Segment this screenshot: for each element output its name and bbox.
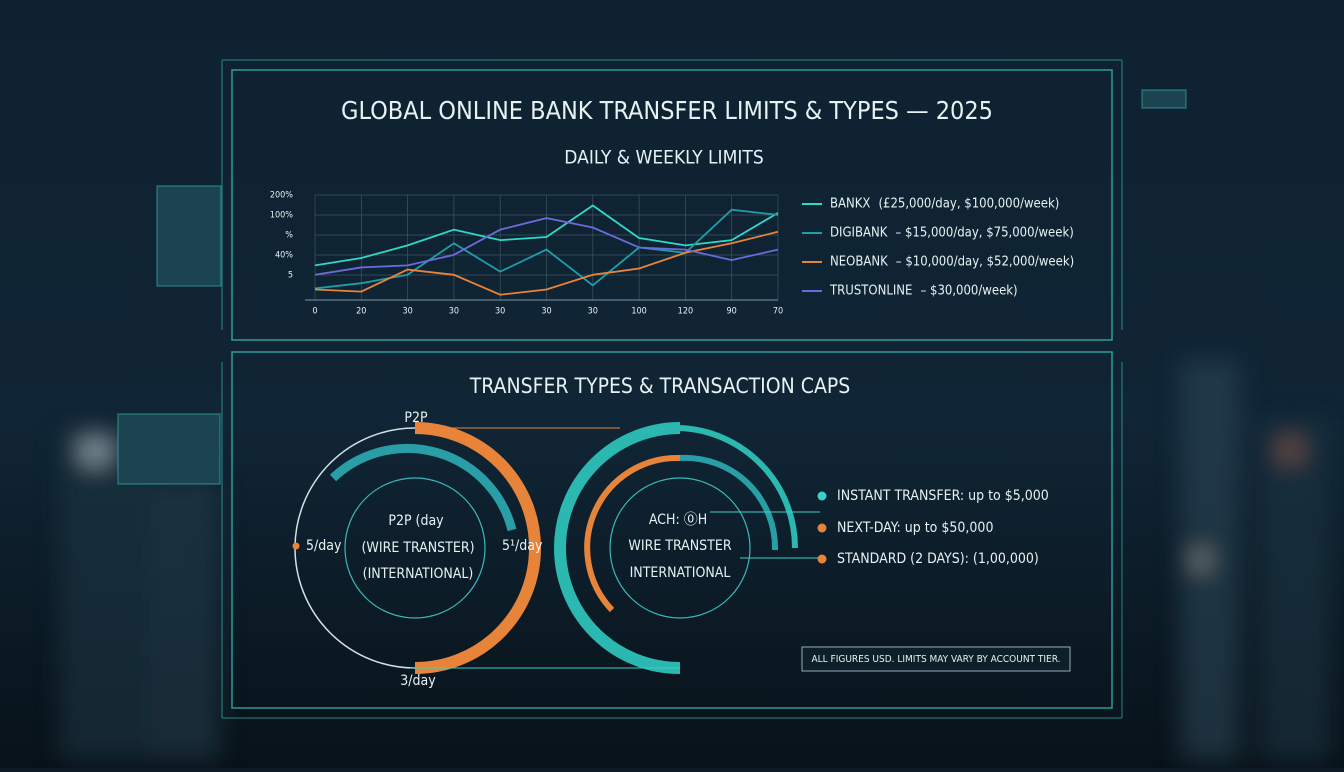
x-tick-label: 30 (449, 307, 459, 317)
series-line (314, 230, 779, 296)
legend-label: BANKX (830, 197, 870, 212)
ring-center: WIRE TRANSTER (628, 538, 731, 554)
legend-dot (817, 523, 827, 533)
legend-detail: – $10,000/day, $52,000/week) (896, 255, 1074, 270)
x-tick-label: 30 (402, 307, 412, 317)
x-tick-label: 20 (356, 307, 366, 317)
ring-center: (WIRE TRANSTER) (361, 540, 474, 556)
section-title: TRANSFER TYPES & TRANSACTION CAPS (469, 374, 851, 398)
ring-label: 5/day (306, 538, 342, 554)
footnote: ALL FIGURES USD. LIMITS MAY VARY BY ACCO… (812, 654, 1061, 665)
x-tick-label: 100 (631, 307, 646, 317)
x-tick-label: 30 (541, 307, 551, 317)
y-axis-label: % (285, 231, 293, 241)
ring-center: ACH: ⓪H (649, 512, 707, 528)
ring-center: P2P (day (388, 513, 444, 529)
title: GLOBAL ONLINE BANK TRANSFER LIMITS & TYP… (341, 96, 993, 125)
series-line (314, 204, 779, 267)
ring-center: INTERNATIONAL (630, 565, 731, 581)
ring-label: 3/day (400, 673, 436, 689)
x-tick-label: 30 (495, 307, 505, 317)
legend-text: STANDARD (2 DAYS): (1,00,000) (837, 551, 1039, 567)
legend-label: DIGIBANK (830, 226, 888, 241)
ring-label: P2P (404, 410, 428, 426)
subtitle: DAILY & WEEKLY LIMITS (564, 147, 763, 169)
y-axis-label: 40% (275, 251, 293, 261)
x-tick-label: 120 (678, 307, 693, 317)
y-axis-label: 5 (288, 271, 293, 281)
x-tick-label: 0 (312, 307, 317, 317)
footnote-box (801, 646, 1071, 672)
legend-text: INSTANT TRANSFER: up to $5,000 (837, 488, 1049, 504)
left-ring-labels: P2P 5/day 5¹/day 3/day P2P (day (WIRE TR… (306, 410, 1049, 689)
x-tick-label: 30 (588, 307, 598, 317)
x-tick-label: 90 (727, 307, 737, 317)
y-axis-label: 200% (270, 191, 293, 201)
legend-text: NEXT-DAY: up to $50,000 (837, 520, 993, 536)
line-chart: 200% 100%% 40% 5 0 20 30 30 30 30 30 100 120 90 70 BANK… (270, 191, 1074, 317)
dot (292, 542, 300, 550)
legend-label: NEOBANK (830, 255, 888, 270)
legend-detail: (£25,000/day, $100,000/week) (878, 197, 1059, 212)
y-axis-label: 100% (270, 211, 293, 221)
city-lights (60, 360, 1330, 760)
legend-dot (817, 491, 827, 501)
x-tick-label: 70 (773, 307, 783, 317)
legend-detail: – $30,000/week) (920, 284, 1017, 299)
ring-center: (INTERNATIONAL) (363, 566, 474, 582)
legend-dot (817, 554, 827, 564)
ring-label: 5¹/day (502, 538, 543, 554)
frame (117, 59, 1187, 719)
legend-label: TRUSTONLINE (829, 284, 912, 299)
legend-detail: – $15,000/day, $75,000/week) (895, 226, 1073, 241)
right-ring (410, 422, 820, 674)
series-line (314, 217, 779, 276)
